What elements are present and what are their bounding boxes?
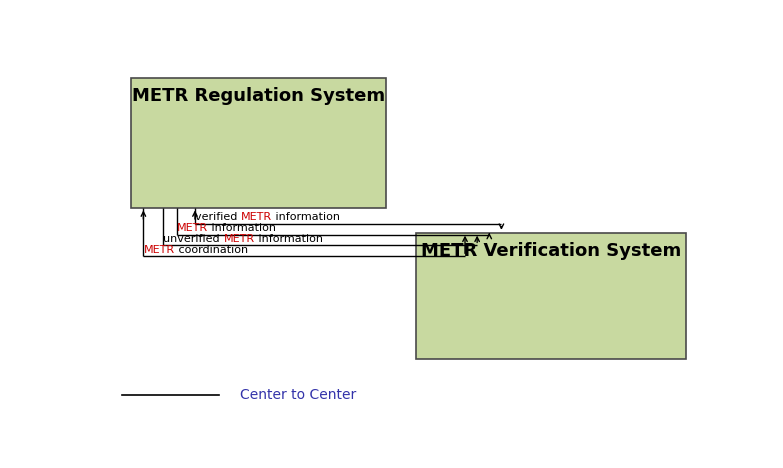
Text: METR: METR (143, 245, 175, 255)
Text: Center to Center: Center to Center (240, 388, 357, 402)
FancyBboxPatch shape (132, 78, 386, 207)
Text: METR: METR (177, 223, 208, 233)
Text: coordination: coordination (175, 245, 247, 255)
Text: METR: METR (241, 212, 272, 222)
Text: METR: METR (223, 234, 254, 244)
Text: information: information (272, 212, 340, 222)
Text: verified: verified (195, 212, 241, 222)
Text: unverified: unverified (164, 234, 223, 244)
Text: METR Regulation System: METR Regulation System (132, 87, 385, 105)
Text: METR Verification System: METR Verification System (421, 242, 682, 260)
Text: information: information (208, 223, 276, 233)
FancyBboxPatch shape (417, 233, 687, 359)
Text: information: information (254, 234, 323, 244)
